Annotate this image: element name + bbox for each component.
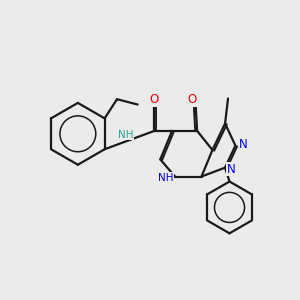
Text: O: O [150,93,159,106]
Text: N: N [227,163,236,176]
Text: NH: NH [158,173,173,183]
Text: N: N [239,138,248,151]
Text: NH: NH [118,130,134,140]
Text: O: O [188,93,197,106]
